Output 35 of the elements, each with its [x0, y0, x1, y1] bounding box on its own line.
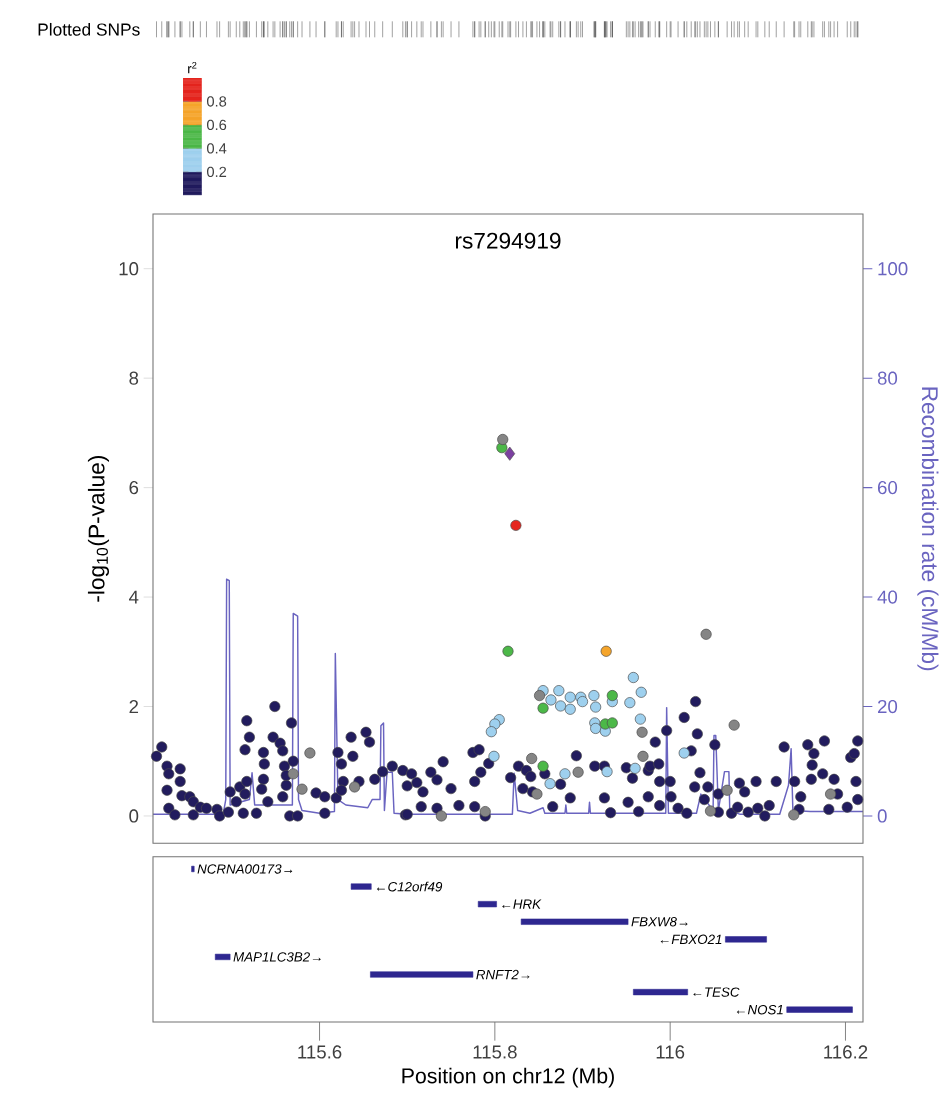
y-tick-label: 10 [119, 262, 139, 276]
y2-tick-label: 20 [877, 699, 898, 714]
x-tick-label: 116.2 [824, 1045, 868, 1059]
y-tick-label: 4 [128, 590, 139, 604]
y-tick-label: ←C12orf49 [376, 881, 443, 892]
y2-axis-title: Recombination rate (cM/Mb) [917, 387, 939, 671]
y-axis-title: -log$_{10}$(P-value) [87, 456, 110, 602]
y-tick-label: 2 [129, 699, 139, 714]
y-tick-label: RNFT2→ [476, 969, 530, 980]
y-tick-label: NCRNA00173→ [197, 864, 293, 874]
color-bar-label: 0.8 [206, 96, 227, 107]
color-bar-title: r$^{2}$ [188, 61, 197, 74]
y-tick-label: ←FBXO21 [660, 934, 722, 945]
x-axis-title: Position on chr12 (Mb) [402, 1067, 614, 1088]
x-tick-label: 116 [656, 1045, 685, 1059]
y2-tick-label: 60 [877, 480, 898, 495]
color-bar-label: 0.6 [206, 119, 227, 131]
y-tick-label: ←HRK [502, 899, 542, 909]
y-tick-label: FBXW8→ [631, 917, 688, 927]
y-tick-label: MAP1LC3B2→ [233, 952, 321, 962]
y-tick-label: ←TESC [693, 987, 740, 997]
y-tick-label: 0 [129, 809, 139, 823]
color-bar-label: 0.2 [206, 166, 227, 178]
color-bar-label: 0.4 [206, 143, 227, 154]
y-tick-label: ←NOS1 [736, 1004, 783, 1015]
x-tick-label: 115.6 [298, 1045, 342, 1059]
y2-tick-label: 40 [877, 590, 898, 604]
x-tick-label: 115.8 [473, 1045, 517, 1059]
text: rs7294919 [455, 232, 561, 249]
y-tick-label: 8 [129, 371, 139, 385]
text: Plotted SNPs [38, 22, 140, 36]
y2-tick-label: 0 [877, 809, 887, 823]
y2-tick-label: 80 [877, 371, 898, 385]
y-tick-label: 6 [129, 480, 139, 495]
y2-tick-label: 100 [878, 262, 908, 276]
